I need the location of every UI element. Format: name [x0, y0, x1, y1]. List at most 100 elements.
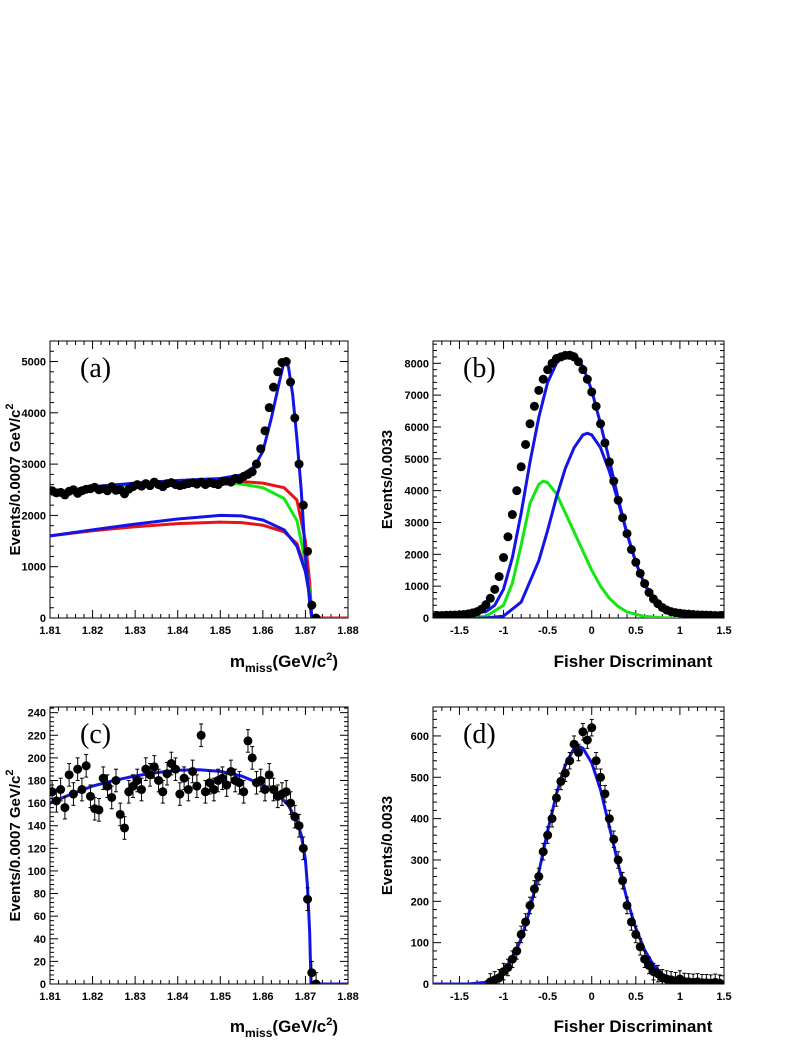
panel-label: (a) — [80, 353, 111, 384]
x-tick-label: 1 — [677, 625, 683, 637]
fit-curve-blue — [433, 431, 724, 618]
data-point — [102, 781, 112, 791]
x-tick-label: 1.81 — [39, 991, 60, 1003]
x-axis-title-sup: 2 — [326, 1016, 332, 1028]
y-tick-label: 20 — [34, 956, 46, 968]
data-point — [256, 775, 266, 785]
x-tick-label: 1.83 — [124, 625, 145, 637]
y-tick-label: 5000 — [22, 357, 46, 369]
data-point — [247, 467, 257, 477]
data-point — [154, 775, 164, 785]
data-point — [582, 374, 592, 384]
data-point — [307, 600, 317, 610]
y-tick-label: 3000 — [405, 517, 429, 529]
y-tick-label: 6000 — [405, 422, 429, 434]
y-axis-title-text: Events/0.0033 — [379, 430, 396, 529]
x-axis-title: mmiss(GeV/c2) — [230, 651, 338, 675]
y-tick-label: 80 — [34, 889, 46, 901]
y-axis-title-text: Events/0.0007 GeV/c — [7, 410, 24, 556]
data-point — [192, 781, 202, 791]
x-tick-label: 0 — [589, 991, 595, 1003]
data-point — [162, 769, 172, 779]
data-point — [50, 787, 57, 797]
data-point — [631, 557, 641, 567]
data-point — [596, 419, 606, 429]
data-point — [587, 387, 597, 397]
x-tick-label: 1.88 — [337, 625, 358, 637]
data-point — [640, 579, 650, 589]
data-point — [120, 823, 129, 833]
fit-curve-blue — [50, 513, 314, 618]
data-point — [626, 545, 636, 555]
y-tick-label: 240 — [28, 708, 46, 720]
y-axis-title: Events/0.0033 — [379, 430, 396, 529]
x-axis-title-main: m — [230, 1017, 245, 1036]
data-point — [260, 785, 270, 795]
y-tick-label: 0 — [40, 613, 46, 625]
x-tick-label: 0 — [589, 625, 595, 637]
data-point — [640, 954, 650, 964]
panel-c: 1.81 1.82 1.83 1.84 1.85 1.86 1.87 1.88 0 20 40 60 8… — [4, 706, 359, 1040]
y-tick-label: 200 — [28, 753, 46, 765]
data-point — [137, 785, 147, 795]
x-tick-label: 1.82 — [82, 625, 103, 637]
x-tick-label: 1.86 — [252, 625, 273, 637]
data-point — [538, 374, 548, 384]
panel-a: 1.81 1.82 1.83 1.84 1.85 1.86 1.87 1.88 0 1000 200… — [4, 340, 359, 675]
data-point — [217, 773, 227, 783]
x-axis-title-units: (GeV/c — [272, 1017, 326, 1036]
data-point — [604, 814, 614, 824]
data-point — [516, 929, 526, 939]
y-tick-label: 0 — [40, 979, 46, 991]
x-tick-label: -0.5 — [538, 991, 557, 1003]
data-point — [286, 798, 296, 808]
y-tick-label: 180 — [28, 775, 46, 787]
data-point — [604, 457, 614, 467]
data-point — [719, 611, 724, 618]
data-point — [635, 568, 645, 578]
data-point — [111, 775, 121, 785]
data-point — [269, 382, 278, 392]
data-point — [303, 894, 313, 904]
data-point — [622, 529, 632, 539]
series-group — [50, 357, 348, 618]
data-point — [85, 791, 95, 801]
data-point — [618, 876, 628, 886]
x-axis-title-sup: 2 — [326, 651, 332, 663]
x-tick-label: -1 — [499, 625, 509, 637]
y-axis-title-sup: 2 — [4, 403, 16, 409]
data-point — [521, 439, 531, 449]
data-point — [596, 772, 606, 782]
series-group — [433, 718, 724, 984]
data-point — [626, 917, 636, 927]
data-point — [294, 821, 304, 831]
data-point — [98, 773, 108, 783]
x-axis-title-sub: miss — [245, 661, 273, 675]
data-point — [175, 789, 185, 799]
data-point — [551, 793, 561, 803]
data-point — [260, 426, 270, 436]
x-tick-label: -0.5 — [538, 625, 557, 637]
data-point — [94, 805, 104, 815]
data-point — [543, 365, 553, 375]
data-point — [635, 942, 645, 952]
plot-frame — [49, 340, 349, 619]
data-point — [547, 814, 557, 824]
data-point — [303, 546, 313, 556]
y-axis-title: Events/0.0007 GeV/c2 — [4, 769, 24, 921]
data-point — [578, 365, 588, 375]
data-point — [631, 929, 641, 939]
data-point — [494, 973, 504, 983]
fit-curve-green — [433, 479, 724, 618]
data-point — [499, 553, 509, 563]
x-tick-label: 1.5 — [716, 625, 731, 637]
x-tick-label: 1 — [677, 991, 683, 1003]
data-point — [290, 413, 300, 423]
y-tick-label: 60 — [34, 911, 46, 923]
x-axis-title-main: Fisher Discriminant — [554, 652, 713, 671]
x-tick-label: 1.85 — [210, 991, 231, 1003]
data-point — [64, 770, 74, 780]
data-point — [311, 613, 321, 618]
data-point — [196, 730, 206, 740]
